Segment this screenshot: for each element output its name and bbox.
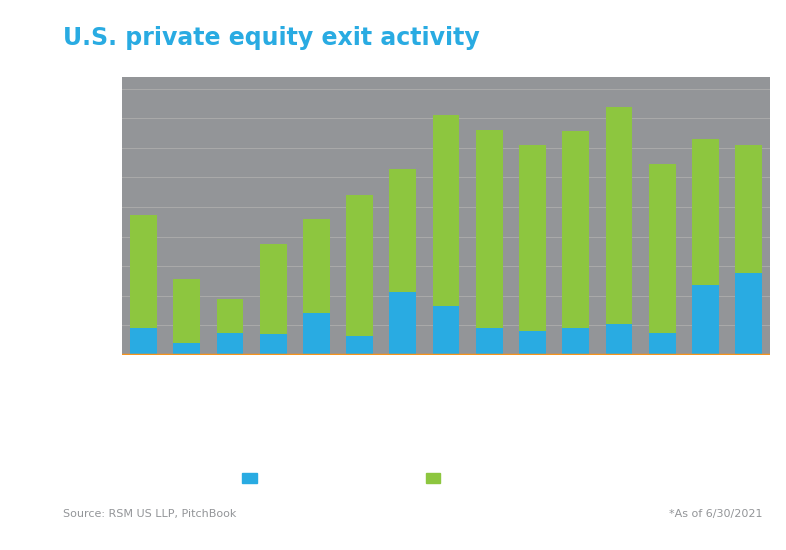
Bar [648,333,676,355]
Bar [605,107,633,324]
Bar [432,306,460,355]
Text: *As of 6/30/2021: *As of 6/30/2021 [669,509,762,519]
Bar [346,336,373,355]
Text: U.S. private equity exit activity: U.S. private equity exit activity [63,25,479,50]
Bar [519,145,546,331]
Bar [303,314,330,355]
Bar [130,214,157,328]
Bar [173,279,200,343]
Bar [389,292,417,355]
Bar [216,299,244,333]
Bar [476,130,503,328]
Bar [216,333,244,355]
Bar [692,285,719,355]
Bar [346,195,373,336]
Bar [173,343,200,355]
Bar [389,169,417,292]
Bar [259,334,287,355]
Bar [648,164,676,333]
Text: Source: RSM US LLP, PitchBook: Source: RSM US LLP, PitchBook [63,509,237,519]
Bar [519,331,546,355]
Bar [130,328,157,355]
Bar [735,145,762,273]
Bar [476,328,503,355]
Bar [562,328,590,355]
Bar [605,324,633,355]
Legend: Public listing exit value, Acquisitions exit value: Public listing exit value, Acquisitions … [243,472,582,485]
Bar [692,139,719,285]
Bar [562,131,590,328]
Bar [432,116,460,306]
Y-axis label: ($B): ($B) [63,210,87,222]
Bar [735,273,762,355]
Bar [303,219,330,314]
Bar [259,244,287,334]
